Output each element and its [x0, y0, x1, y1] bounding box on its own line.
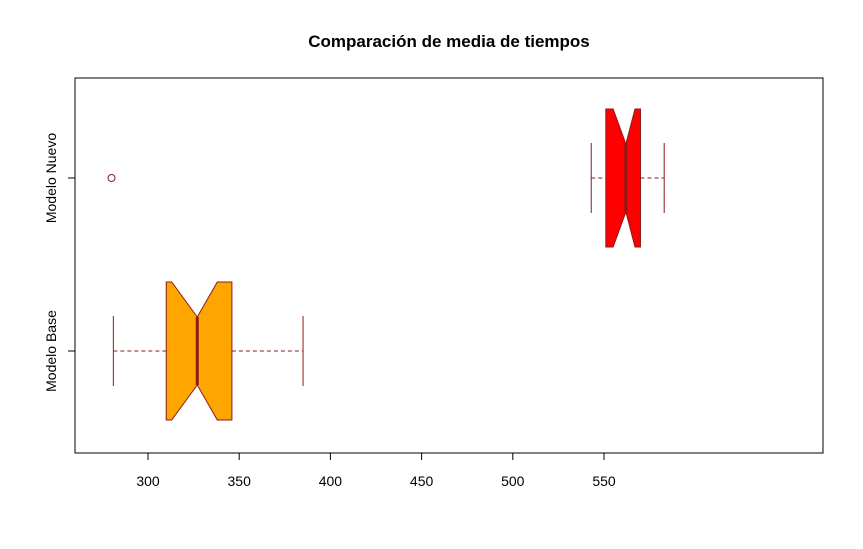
- outlier-point: [107, 174, 116, 182]
- box-group-0: [112, 281, 304, 421]
- box-group-1: [107, 108, 665, 248]
- x-tick-label: 350: [228, 473, 252, 489]
- x-tick-label: 550: [592, 473, 616, 489]
- y-tick-label: Modelo Nuevo: [43, 133, 59, 223]
- y-tick-label: Modelo Base: [43, 310, 59, 392]
- chart-marks: [107, 108, 665, 421]
- chart-axes: Modelo Base Modelo Nuevo 300 350 400 450 500 55…: [43, 133, 616, 489]
- x-tick-label: 300: [136, 473, 160, 489]
- x-tick-label: 450: [410, 473, 434, 489]
- x-tick-label: 500: [501, 473, 525, 489]
- notched-box: [605, 108, 641, 248]
- x-tick-label: 400: [319, 473, 343, 489]
- notched-box: [165, 281, 233, 421]
- chart-title: Comparación de media de tiempos: [308, 32, 590, 51]
